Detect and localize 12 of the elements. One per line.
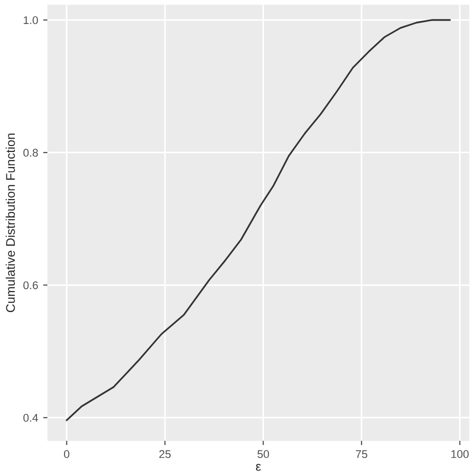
y-tick-label: 0.8	[23, 148, 38, 157]
y-tick-label: 0.6	[23, 281, 38, 290]
y-axis-title: Cumulative Distribution Function	[6, 134, 15, 312]
x-tick-label: 25	[159, 450, 171, 458]
x-tick-label: 75	[356, 450, 368, 458]
x-tick-label: 0	[64, 450, 70, 458]
y-tick-label: 1.0	[24, 16, 38, 24]
y-tick-label: 0.4	[23, 414, 38, 422]
line-series	[66, 19, 451, 422]
x-axis-title: ε	[256, 464, 261, 471]
x-tick-label: 100	[451, 450, 469, 458]
x-tick-label: 50	[258, 450, 269, 458]
